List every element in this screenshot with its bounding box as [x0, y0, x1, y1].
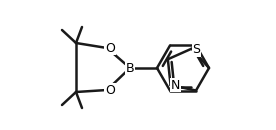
Text: B: B: [126, 61, 134, 74]
Text: O: O: [105, 83, 115, 96]
Text: S: S: [193, 43, 201, 56]
Text: O: O: [105, 41, 115, 54]
Text: N: N: [171, 79, 180, 92]
